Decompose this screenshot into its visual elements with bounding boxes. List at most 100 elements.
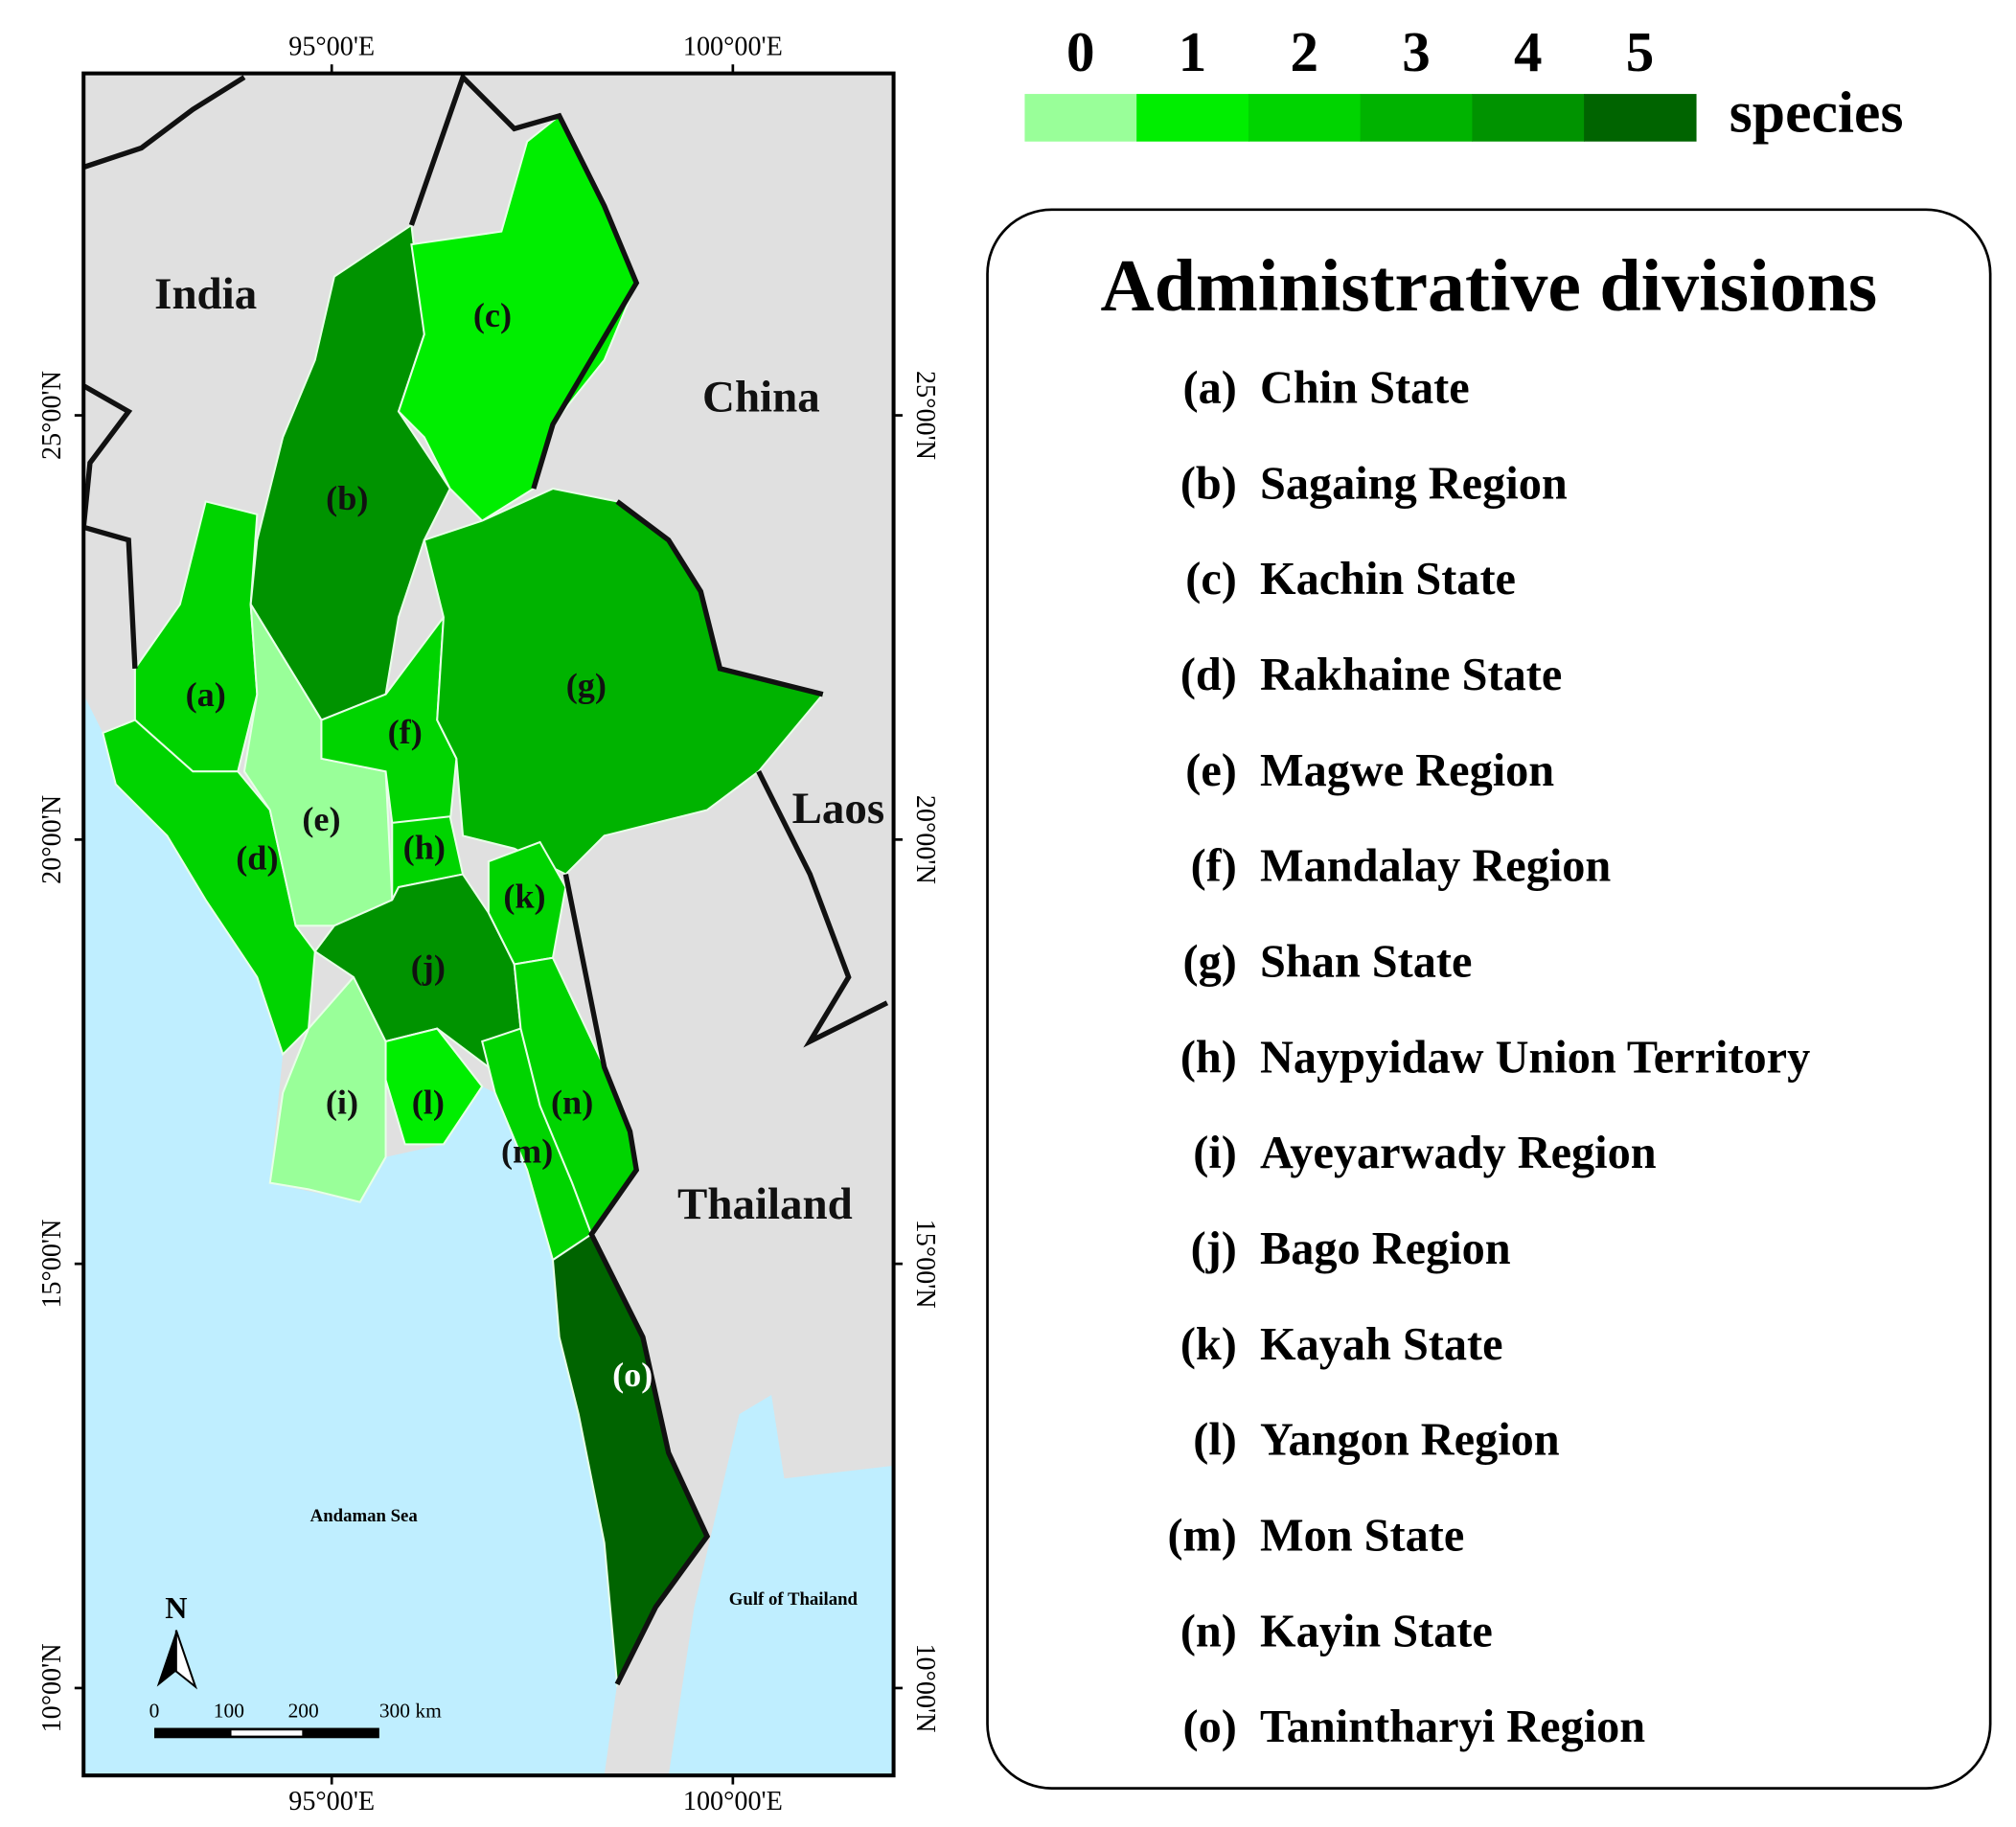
region-label: (m)	[501, 1131, 553, 1170]
division-key: (m)	[1167, 1510, 1236, 1561]
legend: 0 1 2 3 4 5 species	[1024, 20, 1903, 146]
region-label: (g)	[566, 667, 607, 705]
division-key: (l)	[1193, 1415, 1237, 1466]
country-label: India	[154, 269, 257, 319]
lat-label: 15°00'N	[910, 1220, 940, 1309]
lon-label: 100°00'E	[683, 33, 783, 62]
scale-label: 300 km	[379, 1699, 442, 1722]
sea-label: Gulf of Thailand	[729, 1589, 859, 1610]
divisions-list: (a) Chin State (b) Sagaing Region (c) Kachin …	[1167, 362, 1810, 1752]
division-key: (f)	[1191, 841, 1237, 892]
division-name: Shan State	[1260, 936, 1472, 987]
divisions-title: Administrative divisions	[1101, 244, 1878, 327]
borders	[83, 73, 889, 1686]
legend-label: 0	[1066, 20, 1095, 83]
division-name: Tanintharyi Region	[1260, 1701, 1645, 1752]
sea-label: Andaman Sea	[310, 1506, 419, 1526]
division-name: Kayin State	[1260, 1606, 1493, 1656]
lat-label: 10°00'N	[37, 1643, 67, 1732]
region	[423, 487, 825, 876]
region-label: (d)	[236, 838, 278, 877]
legend-swatch	[1024, 94, 1137, 142]
lon-label: 95°00'E	[288, 33, 375, 62]
lat-label: 20°00'N	[910, 795, 940, 884]
map-area: (a) (b) (c) (d) (e) (f) (g) (h) (i) (j) (k) (l) (m) (…	[83, 73, 894, 1776]
lat-label: 10°00'N	[910, 1643, 940, 1732]
lat-label: 25°00'N	[37, 371, 67, 460]
map-labels: (a) (b) (c) (d) (e) (f) (g) (h) (i) (j) (k) (l) (m) (…	[149, 269, 885, 1739]
border	[615, 499, 824, 697]
scale-label: 0	[149, 1699, 160, 1722]
sea	[83, 694, 618, 1776]
border	[83, 75, 246, 171]
division-key: (k)	[1180, 1319, 1237, 1370]
region-label: (l)	[412, 1083, 445, 1121]
gulf	[668, 1395, 894, 1776]
division-key: (i)	[1193, 1128, 1237, 1178]
scale-label: 100	[214, 1699, 244, 1722]
division-name: Magwe Region	[1260, 745, 1554, 796]
region-label: (f)	[388, 713, 423, 751]
lat-label: 20°00'N	[37, 795, 67, 884]
north-arrow	[174, 1630, 198, 1690]
region-label: (o)	[612, 1356, 653, 1394]
legend-swatch	[1136, 94, 1249, 142]
lon-label: 100°00'E	[683, 1787, 783, 1816]
region	[384, 1027, 484, 1146]
region-label: (j)	[411, 948, 446, 987]
divisions-box	[986, 208, 1992, 1790]
division-key: (o)	[1183, 1701, 1237, 1752]
division-name: Yangon Region	[1260, 1415, 1560, 1466]
border	[83, 383, 138, 670]
division-key: (e)	[1185, 745, 1237, 796]
division-key: (b)	[1180, 458, 1237, 509]
border	[408, 73, 640, 490]
division-name: Naypyidaw Union Territory	[1260, 1032, 1810, 1083]
legend-swatch	[1584, 94, 1697, 142]
division-name: Mandalay Region	[1260, 841, 1611, 892]
region-label: (h)	[403, 829, 446, 867]
border	[756, 770, 889, 1048]
lon-label: 95°00'E	[288, 1787, 375, 1816]
country-label: Thailand	[677, 1179, 853, 1229]
division-key: (d)	[1180, 650, 1237, 700]
region-label: (a)	[186, 675, 226, 714]
division-key: (c)	[1185, 554, 1237, 605]
legend-label: 2	[1291, 20, 1319, 83]
legend-label: 3	[1402, 20, 1431, 83]
legend-swatch	[1248, 94, 1362, 142]
lat-label: 15°00'N	[37, 1220, 67, 1309]
border	[562, 874, 711, 1686]
region-label: (e)	[302, 800, 340, 838]
division-key: (n)	[1180, 1606, 1237, 1656]
legend-label: 5	[1626, 20, 1655, 83]
legend-unit: species	[1730, 80, 1904, 146]
division-key: (g)	[1183, 936, 1237, 987]
coordinates: 95°00'E 95°00'E 100°00'E 100°00'E 25°00'N 25°…	[37, 33, 940, 1817]
region	[102, 719, 316, 1057]
north-label: N	[165, 1590, 187, 1625]
region-label: (k)	[503, 878, 545, 916]
regions	[102, 114, 825, 1688]
legend-swatch	[1360, 94, 1474, 142]
legend-label: 4	[1514, 20, 1543, 83]
division-name: Bago Region	[1260, 1223, 1511, 1274]
map-frame	[81, 71, 896, 1778]
legend-swatch	[1472, 94, 1585, 142]
division-name: Ayeyarwady Region	[1260, 1128, 1657, 1178]
country-label: China	[702, 373, 820, 422]
division-key: (h)	[1180, 1032, 1237, 1083]
division-name: Chin State	[1260, 362, 1470, 413]
region-label: (i)	[326, 1083, 358, 1121]
region-label: (c)	[473, 296, 512, 334]
legend-label: 1	[1179, 20, 1207, 83]
lat-label: 25°00'N	[910, 371, 940, 460]
region-label: (b)	[326, 479, 368, 517]
division-name: Kachin State	[1260, 554, 1516, 605]
country-label: Laos	[792, 784, 885, 834]
division-name: Sagaing Region	[1260, 458, 1568, 509]
division-name: Mon State	[1260, 1510, 1464, 1561]
division-name: Kayah State	[1260, 1319, 1503, 1370]
